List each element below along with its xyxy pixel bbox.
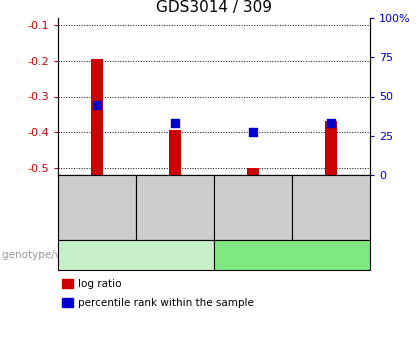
Text: GSM74504: GSM74504	[326, 179, 336, 236]
Text: percentile rank within the sample: percentile rank within the sample	[78, 298, 254, 308]
Text: genotype/variation ▶: genotype/variation ▶	[2, 250, 113, 260]
Text: mmi1 mutant: mmi1 mutant	[254, 250, 330, 260]
Text: GSM74502: GSM74502	[248, 179, 258, 236]
Text: log ratio: log ratio	[78, 279, 121, 289]
Bar	[247, 168, 259, 175]
Title: GDS3014 / 309: GDS3014 / 309	[156, 0, 272, 16]
Point	[328, 120, 334, 126]
Bar	[91, 59, 103, 175]
Text: GSM74503: GSM74503	[170, 179, 180, 236]
Point	[172, 120, 178, 126]
Bar	[169, 130, 181, 175]
Bar	[325, 121, 337, 175]
Text: GSM74501: GSM74501	[92, 179, 102, 236]
Point	[94, 103, 100, 108]
Point	[249, 129, 256, 135]
Text: wild type: wild type	[110, 250, 161, 260]
